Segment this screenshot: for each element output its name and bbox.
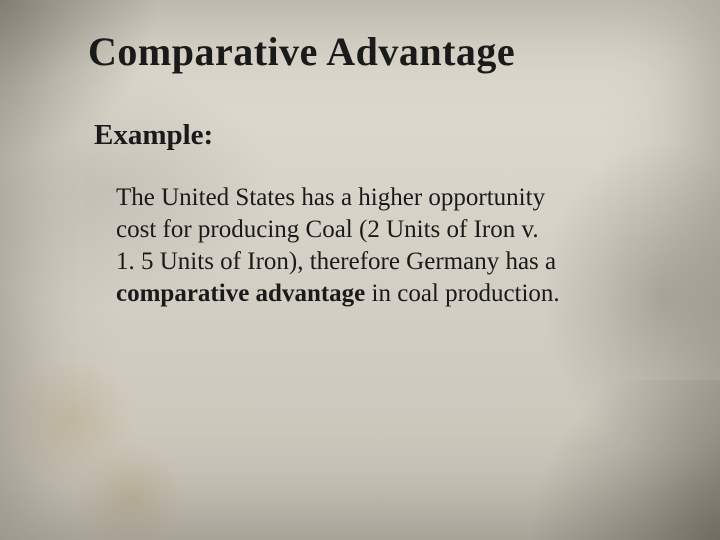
body-line-1: The United States has a higher opportuni… <box>116 182 660 214</box>
body-line-2: cost for producing Coal (2 Units of Iron… <box>116 214 660 246</box>
slide-title: Comparative Advantage <box>88 28 660 75</box>
body-line-3: 1. 5 Units of Iron), therefore Germany h… <box>116 246 660 278</box>
slide-subtitle: Example: <box>94 119 660 152</box>
body-line-4-bold: comparative advantage <box>116 280 365 307</box>
body-line-4-rest: in coal production. <box>365 280 559 307</box>
slide-body: The United States has a higher opportuni… <box>116 182 660 310</box>
body-line-4: comparative advantage in coal production… <box>116 278 660 310</box>
slide-content: Comparative Advantage Example: The Unite… <box>0 0 720 350</box>
vignette-corner-bottom-right <box>500 380 720 540</box>
